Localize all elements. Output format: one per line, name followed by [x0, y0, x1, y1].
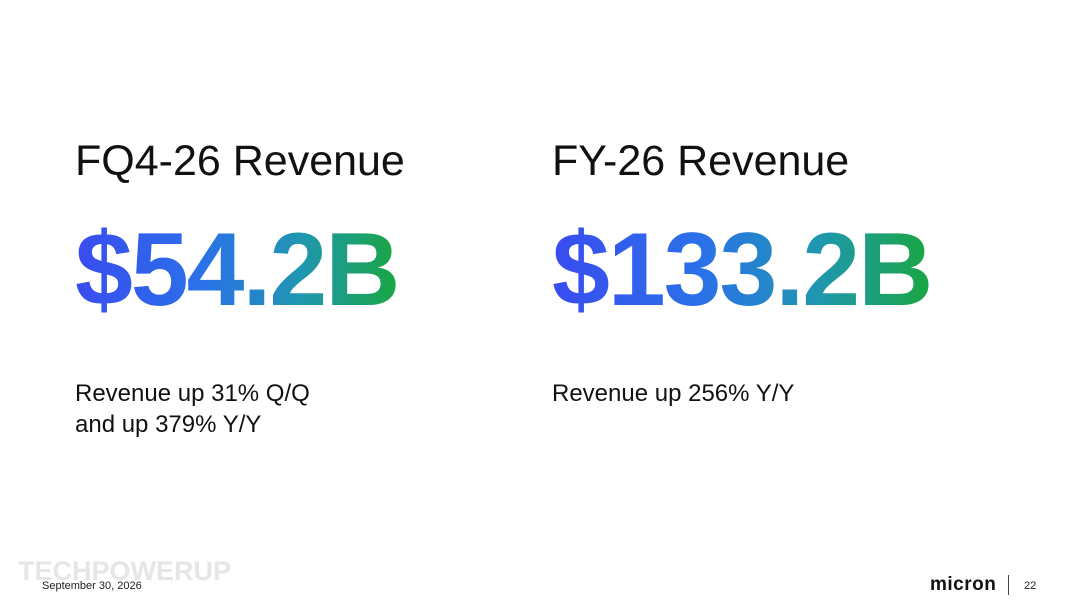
fy-revenue-subtext: Revenue up 256% Y/Y	[552, 378, 931, 409]
page-number: 22	[1024, 580, 1037, 592]
fq4-revenue-value: $54.2B	[75, 212, 400, 328]
fy-sub-line-1: Revenue up 256% Y/Y	[552, 380, 795, 407]
footer-divider	[1008, 575, 1009, 595]
fy-revenue-block: FY-26 Revenue $133.2B Revenue up 256% Y/…	[552, 137, 933, 409]
footer-date: September 30, 2026	[42, 580, 142, 592]
micron-logo: micron	[930, 574, 997, 595]
fq4-sub-line-2: and up 379% Y/Y	[75, 411, 262, 438]
fq4-revenue-subtext: Revenue up 31% Q/Q and up 379% Y/Y	[75, 378, 405, 440]
watermark: TECHPOWERUP	[18, 556, 232, 586]
fq4-revenue-block: FQ4-26 Revenue $54.2B Revenue up 31% Q/Q…	[75, 138, 405, 440]
fy-revenue-heading: FY-26 Revenue	[552, 137, 850, 185]
fq4-sub-line-1: Revenue up 31% Q/Q	[75, 380, 310, 407]
fy-revenue-value: $133.2B	[552, 212, 933, 328]
fq4-revenue-heading: FQ4-26 Revenue	[75, 137, 405, 185]
